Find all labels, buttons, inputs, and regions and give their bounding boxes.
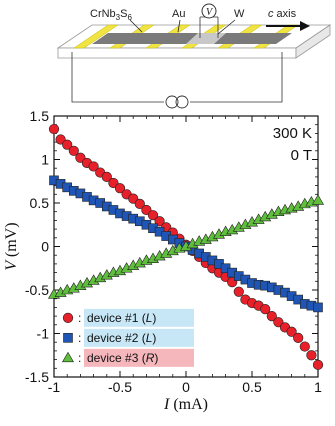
y-axis-label: V (mV) bbox=[3, 222, 20, 270]
x-tick-label: -1 bbox=[48, 379, 61, 395]
series-3 bbox=[47, 194, 325, 299]
temperature-annotation: 300 K bbox=[273, 125, 312, 142]
data-point bbox=[306, 350, 317, 361]
data-point bbox=[312, 359, 324, 370]
data-point bbox=[134, 198, 145, 209]
legend-marker bbox=[61, 351, 75, 363]
data-point bbox=[299, 341, 310, 352]
legend: : device #1 (L): device #2 (L): device #3 (… bbox=[61, 308, 194, 367]
data-point bbox=[88, 161, 99, 172]
x-tick-label: 1 bbox=[314, 379, 322, 395]
x-tick-labels: -1 -0.5 0 0.5 1 bbox=[48, 379, 322, 395]
substrate-side bbox=[295, 24, 331, 59]
data-point bbox=[62, 139, 73, 150]
legend-highlight bbox=[84, 348, 194, 367]
data-point bbox=[266, 311, 277, 322]
data-point bbox=[233, 286, 244, 297]
data-point bbox=[68, 145, 79, 156]
voltmeter-label: V bbox=[206, 7, 214, 18]
series-1 bbox=[48, 123, 324, 370]
au-label: Au bbox=[172, 8, 185, 20]
legend-label: device #3 (R) bbox=[87, 351, 158, 365]
data-point bbox=[313, 302, 323, 313]
y-tick-label: -1 bbox=[37, 326, 50, 342]
data-point bbox=[260, 304, 271, 315]
current-wire bbox=[71, 52, 164, 103]
legend-colon: : bbox=[78, 311, 81, 325]
c-axis-label: c axis bbox=[268, 8, 297, 20]
legend-colon: : bbox=[78, 331, 81, 345]
legend-label: device #2 (L) bbox=[87, 331, 156, 345]
data-point bbox=[311, 194, 325, 205]
legend-entry: : device #3 (R) bbox=[61, 348, 194, 367]
data-point bbox=[293, 332, 304, 343]
data-point bbox=[286, 326, 297, 337]
legend-marker bbox=[63, 333, 73, 343]
iv-chart: -1 -0.5 0 0.5 1 1.510.50-0.5-1-1.5 I (mA) V … bbox=[3, 108, 325, 413]
legend-entry: : device #2 (L) bbox=[63, 328, 194, 347]
x-tick-label: 0.5 bbox=[242, 379, 262, 395]
data-point bbox=[147, 210, 159, 221]
data-point bbox=[114, 183, 126, 194]
y-tick-label: 1.5 bbox=[30, 108, 50, 124]
material-label: CrNb3S6 bbox=[90, 8, 132, 22]
data-point bbox=[101, 171, 112, 182]
legend-marker bbox=[62, 312, 74, 323]
x-tick-label: -0.5 bbox=[108, 379, 132, 395]
y-tick-label: 1 bbox=[41, 152, 49, 168]
current-source-right bbox=[175, 95, 189, 109]
w-pointer bbox=[217, 19, 236, 35]
y-tick-label: -0.5 bbox=[25, 282, 49, 298]
data-point bbox=[48, 123, 60, 135]
field-annotation: 0 T bbox=[291, 147, 312, 164]
legend-highlight bbox=[84, 328, 194, 347]
device-schematic: CrNb3S6 Au W V c axis bbox=[56, 3, 332, 109]
y-tick-label: -1.5 bbox=[25, 369, 49, 385]
legend-highlight bbox=[84, 308, 194, 327]
au-pointer bbox=[177, 19, 181, 33]
x-axis-label: I (mA) bbox=[163, 396, 208, 413]
series-2 bbox=[49, 175, 323, 313]
y-tick-label: 0 bbox=[41, 239, 49, 255]
voltmeter-circle bbox=[201, 3, 217, 19]
electrode-stripe bbox=[73, 24, 119, 49]
y-tick-labels: 1.5 1 0.5 0 -0.5 -1 -1.5 bbox=[25, 108, 49, 385]
w-deposit bbox=[186, 33, 226, 44]
current-wire-right bbox=[190, 52, 283, 103]
data-marks bbox=[47, 123, 325, 370]
material-pointer bbox=[129, 19, 143, 33]
legend-colon: : bbox=[78, 351, 81, 365]
current-source-left bbox=[165, 95, 179, 109]
legend-entry: : device #1 (L) bbox=[62, 308, 194, 327]
w-label: W bbox=[234, 8, 245, 20]
legend-label: device #1 (L) bbox=[87, 311, 156, 325]
substrate-front bbox=[57, 47, 297, 59]
y-tick-label: 0.5 bbox=[30, 195, 50, 211]
c-axis-arrow-head bbox=[300, 21, 310, 31]
x-tick-label: 0 bbox=[182, 379, 190, 395]
